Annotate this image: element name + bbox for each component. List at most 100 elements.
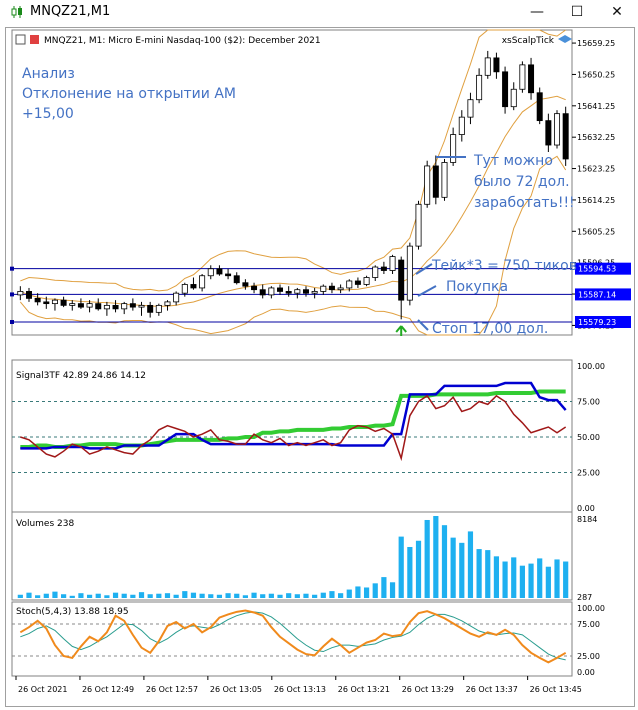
candle	[302, 289, 309, 294]
volume-tick-label: 287	[577, 593, 592, 602]
volume-bar	[355, 586, 361, 598]
candle	[424, 165, 431, 205]
analysis-text: +15,00	[22, 106, 74, 122]
price-tick-label: 15650.25	[577, 70, 615, 79]
stoch-panel	[11, 601, 573, 677]
chart-header: MNQZ21, M1: Micro E-mini Nasdaq-100 ($2)…	[44, 36, 321, 46]
stoch-tick-label: 25.00	[577, 652, 600, 661]
volume-bar	[363, 587, 370, 598]
candle	[562, 113, 569, 160]
maximize-icon[interactable]: ☐	[570, 4, 584, 20]
volume-bar	[511, 557, 517, 598]
buy-note: Покупка	[446, 279, 508, 295]
candle	[51, 299, 58, 305]
volume-bar	[372, 583, 378, 598]
candle	[320, 285, 327, 292]
candle	[545, 120, 552, 146]
close-icon[interactable]: ✕	[611, 4, 623, 20]
candle	[17, 291, 24, 296]
candle	[285, 291, 292, 294]
take-profit-pointer	[415, 263, 433, 275]
candle	[199, 275, 206, 289]
volume-bar	[537, 558, 543, 598]
candle	[450, 134, 457, 163]
volume-bar	[121, 593, 127, 598]
signal-tick-label: 100.00	[577, 362, 605, 371]
volume-bar	[329, 591, 335, 598]
stop-pointer	[417, 319, 429, 331]
candle	[502, 71, 509, 108]
minimize-icon[interactable]: —	[530, 4, 544, 20]
profit-note: заработать!!!	[474, 195, 575, 211]
candle	[155, 304, 162, 313]
time-label: 26 Oct 13:05	[210, 685, 262, 694]
candle	[34, 297, 41, 303]
bb-lower-line	[19, 155, 567, 336]
candle	[233, 275, 240, 284]
candle	[277, 287, 284, 292]
candle	[311, 291, 318, 294]
chart-candles-icon	[11, 6, 22, 18]
volume-bar	[502, 561, 508, 598]
level-line-handle[interactable]	[10, 319, 14, 324]
volume-bar	[26, 592, 32, 598]
bb-middle-line	[20, 95, 566, 307]
volume-bar	[104, 595, 110, 598]
candle	[77, 303, 84, 308]
candle	[510, 88, 517, 108]
profit-note: было 72 дол.	[474, 174, 570, 190]
level-line-handle[interactable]	[10, 292, 14, 297]
candle	[519, 64, 526, 90]
volume-bar	[433, 516, 439, 598]
candle	[415, 203, 422, 247]
analysis-text: Отклонение на открытии АМ	[22, 86, 236, 102]
candle	[164, 301, 171, 306]
level-line-handle[interactable]	[10, 266, 14, 271]
time-label: 26 Oct 13:37	[466, 685, 518, 694]
candle	[251, 285, 258, 291]
candle	[380, 266, 387, 271]
volume-bar	[476, 549, 482, 598]
time-label: 26 Oct 12:57	[146, 685, 198, 694]
buy-pointer	[417, 285, 437, 297]
volume-bar	[234, 593, 240, 598]
candle	[259, 289, 266, 296]
time-label: 26 Oct 13:13	[274, 685, 326, 694]
candle	[190, 284, 197, 289]
volume-bar	[450, 537, 456, 598]
volume-bar	[381, 577, 387, 598]
candle	[95, 303, 102, 310]
price-tick-label: 15614.25	[577, 196, 615, 205]
candle	[181, 284, 188, 294]
volume-bar	[156, 593, 162, 598]
candle	[389, 256, 396, 271]
candle	[25, 291, 32, 299]
volume-bar	[268, 593, 274, 598]
candle	[354, 280, 361, 285]
candle	[129, 303, 136, 308]
volume-bar	[493, 556, 500, 598]
stoch-tick-label: 75.00	[577, 620, 600, 629]
volume-bar	[61, 594, 67, 598]
volume-bar	[563, 561, 569, 598]
price-tick-label: 15632.25	[577, 133, 615, 142]
stoch-tick-label: 100.00	[577, 604, 605, 613]
candle	[268, 287, 275, 296]
chart-canvas[interactable]: MNQZ21, M1: Micro E-mini Nasdaq-100 ($2)…	[6, 28, 634, 706]
candle	[372, 266, 379, 278]
volume-bar	[407, 546, 413, 598]
candle	[476, 74, 483, 101]
level-badge-label: 15587.14	[578, 290, 616, 299]
volume-bar	[554, 559, 560, 598]
volume-bar	[225, 593, 231, 598]
candle	[173, 292, 180, 303]
buy-arrow-icon	[395, 325, 407, 336]
candle	[216, 268, 223, 275]
volume-tick-label: 8184	[577, 515, 597, 524]
candle	[225, 273, 232, 277]
candle	[69, 303, 76, 306]
chart-window: MNQZ21, M1: Micro E-mini Nasdaq-100 ($2)…	[5, 27, 635, 707]
volume-bar	[95, 593, 101, 598]
volume-bar	[545, 566, 551, 598]
candle	[138, 304, 145, 308]
